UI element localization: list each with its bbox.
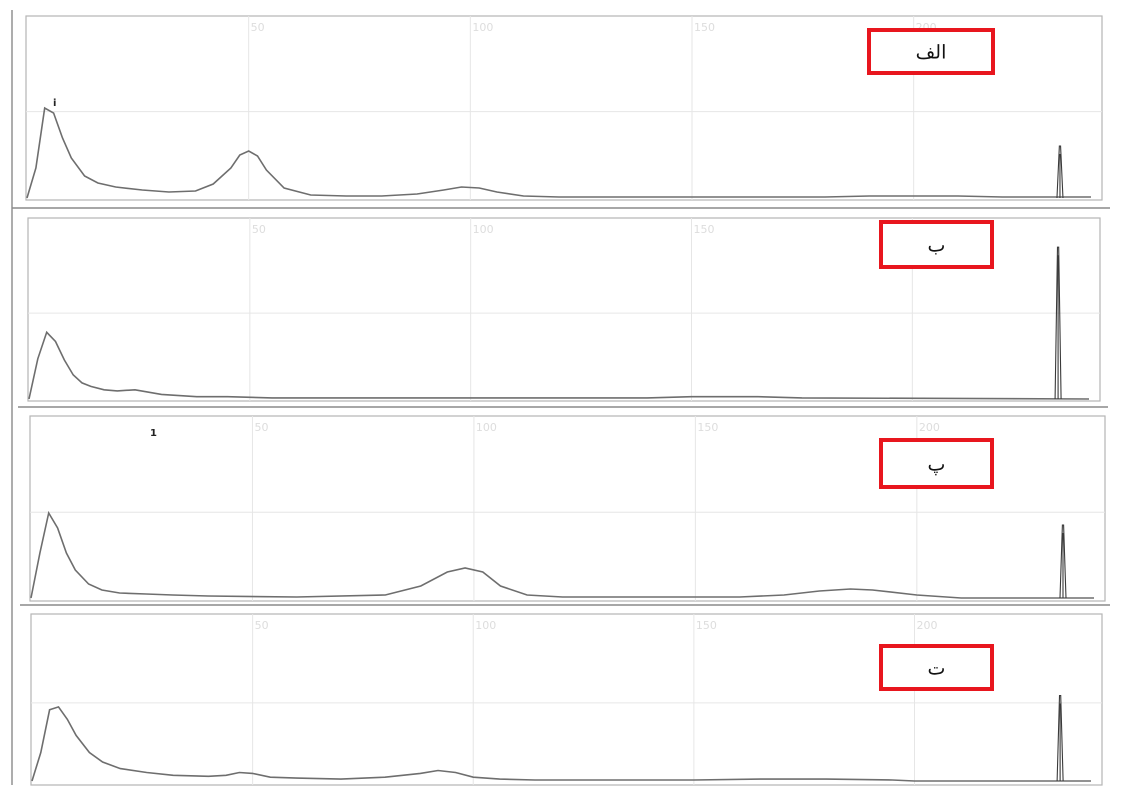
peak-marker-label: i [53,98,56,109]
panel-label-box [879,644,994,691]
x-tick-label: 100 [472,21,493,34]
x-tick-label: 150 [694,21,715,34]
panel-label: پ [928,454,946,476]
peak-marker-label: 1 [150,428,157,439]
reference-spike [1056,145,1064,199]
x-tick-label: 50 [251,21,265,34]
panel-frame [29,415,1106,602]
reference-spike [1054,246,1062,400]
panel-label: ب [928,235,946,257]
panel-label: الف [916,42,947,64]
x-tick-label: 100 [475,619,496,632]
x-tick-label: 100 [473,223,494,236]
panel-2: 50100150200ب [27,217,1101,402]
x-tick-label: 200 [919,421,940,434]
panel-label-box [879,220,994,269]
panel-frame [30,613,1103,786]
x-tick-label: 150 [694,223,715,236]
panel-frame [27,217,1101,402]
x-tick-label: 50 [255,619,269,632]
panel-label-box [879,438,994,489]
series-line [26,106,1091,199]
panel-label: ت [928,658,946,680]
panel-label-box [867,28,995,75]
series-line [30,510,1094,599]
x-tick-label: 200 [917,619,938,632]
x-tick-label: 50 [254,421,268,434]
reference-spike [1059,524,1067,599]
series-line [28,330,1090,400]
x-tick-label: 150 [696,619,717,632]
panel-frame [25,15,1103,201]
series-line [31,705,1091,782]
reference-spike [1056,694,1064,782]
panel-4: 50 100 150 200 ت [30,613,1103,786]
x-tick-label: 50 [252,223,266,236]
panel-3: 50 100 150 200 1 پ [29,415,1106,602]
x-tick-label: 150 [697,421,718,434]
chart-panels: 50100150200iالف50100150200ب501001502001پ… [11,10,1110,786]
x-tick-label: 100 [476,421,497,434]
